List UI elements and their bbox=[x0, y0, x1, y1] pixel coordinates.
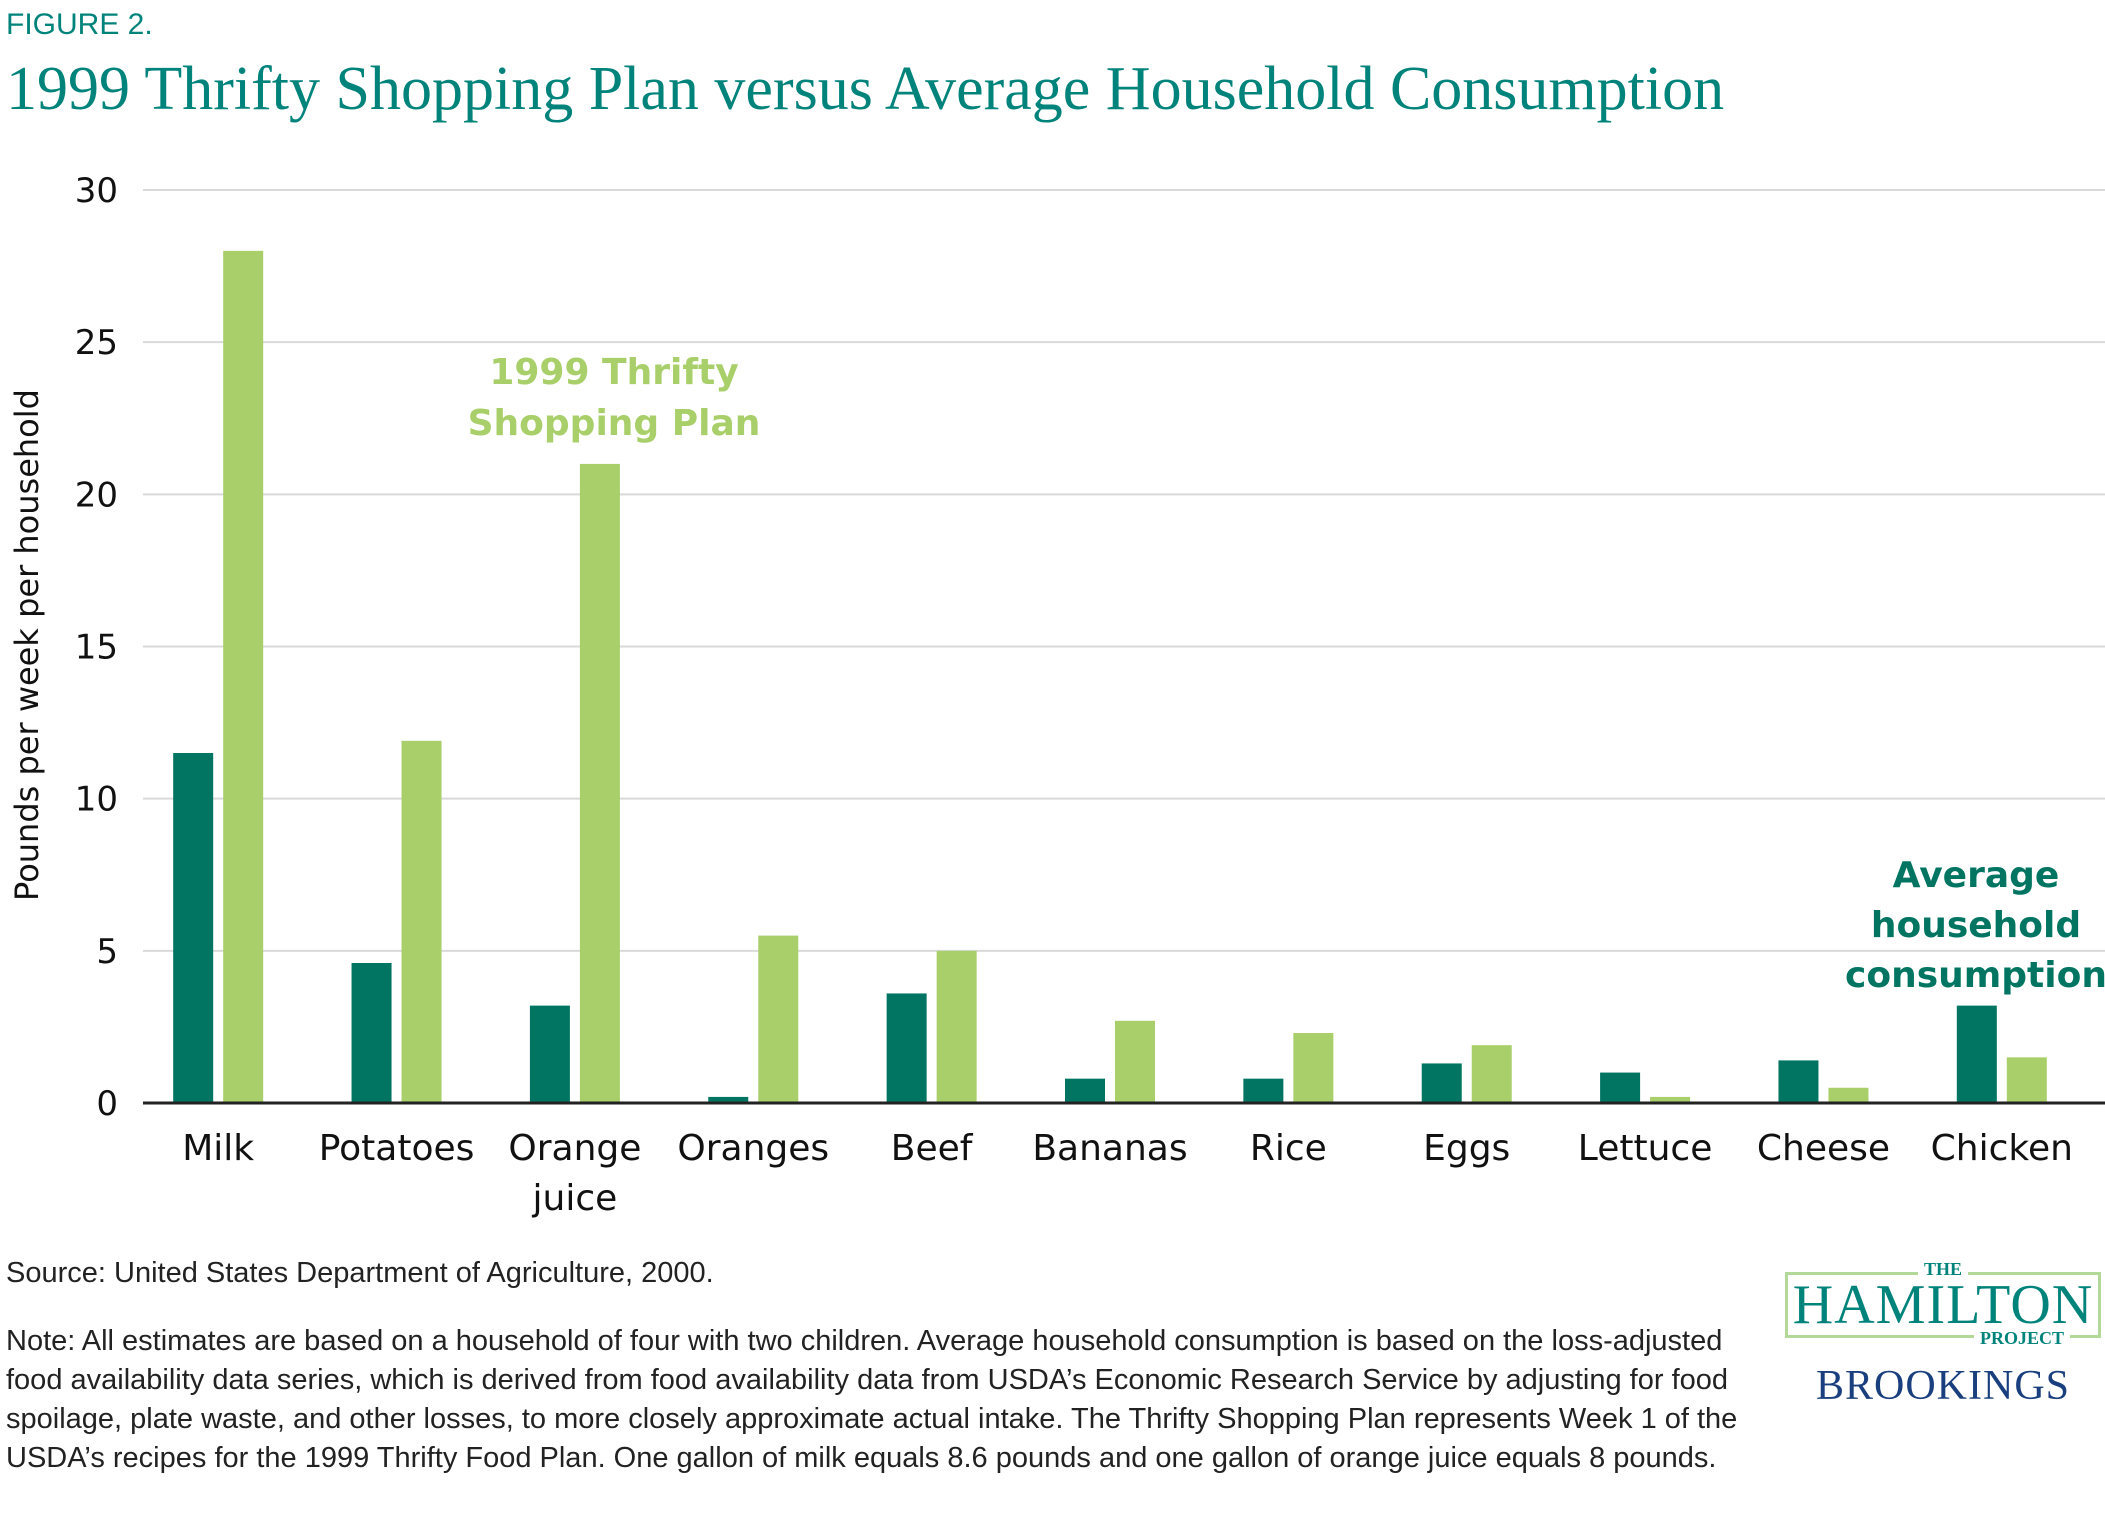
bar-average-household bbox=[1778, 1060, 1819, 1103]
bar-average-household bbox=[351, 963, 392, 1103]
x-tick-label: Oranges bbox=[677, 1128, 829, 1169]
source-note: Source: United States Department of Agri… bbox=[6, 1257, 714, 1289]
bar-average-household bbox=[708, 1096, 749, 1103]
bar-average-household bbox=[1243, 1078, 1284, 1103]
y-tick-label: 30 bbox=[75, 171, 118, 211]
x-tick-label: Potatoes bbox=[319, 1128, 475, 1169]
annotation-average-household: Average household consumption bbox=[1845, 855, 2105, 996]
logo-project: PROJECT bbox=[1973, 1328, 2070, 1349]
bar-thrifty-plan bbox=[1828, 1087, 1869, 1103]
logo-brookings: BROOKINGS bbox=[1815, 1363, 2071, 1409]
x-tick-label: Beef bbox=[891, 1128, 974, 1169]
bar-thrifty-plan bbox=[223, 250, 264, 1103]
y-axis-label: Pounds per week per household bbox=[8, 389, 46, 901]
series-annotations: 1999 Thrifty Shopping Plan Average househol… bbox=[468, 352, 2105, 996]
y-axis-ticks: 0 5 10 15 20 25 30 bbox=[75, 171, 118, 1124]
x-tick-label: Milk bbox=[182, 1128, 254, 1169]
x-tick-label: Rice bbox=[1250, 1128, 1327, 1169]
bar-thrifty-plan bbox=[401, 740, 442, 1103]
bar-average-household bbox=[1956, 1005, 1997, 1103]
bar-thrifty-plan bbox=[758, 935, 799, 1103]
x-tick-label: Lettuce bbox=[1578, 1128, 1713, 1169]
bar-thrifty-plan bbox=[2006, 1057, 2047, 1103]
bar-average-household bbox=[1065, 1078, 1105, 1103]
gridlines bbox=[143, 189, 2105, 952]
y-tick-label: 20 bbox=[75, 475, 118, 515]
y-tick-label: 10 bbox=[75, 780, 118, 820]
y-tick-label: 5 bbox=[96, 932, 118, 972]
x-tick-label: Chicken bbox=[1931, 1128, 2073, 1169]
x-tick-label: Bananas bbox=[1032, 1128, 1187, 1169]
bar-average-household bbox=[173, 753, 214, 1103]
bar-thrifty-plan bbox=[1115, 1020, 1155, 1103]
bar-average-household bbox=[886, 993, 927, 1103]
bar-chart: 0 5 10 15 20 25 30 Pounds per week per househo… bbox=[8, 171, 2105, 1219]
bar-average-household bbox=[1600, 1072, 1641, 1103]
y-tick-label: 15 bbox=[75, 628, 118, 668]
x-axis-labels: Milk Potatoes Orange juice Oranges Beef Banana… bbox=[182, 1128, 2073, 1219]
chart-title: 1999 Thrifty Shopping Plan versus Averag… bbox=[6, 55, 1725, 123]
logo-hamilton: HAMILTON bbox=[1792, 1274, 2094, 1336]
bar-thrifty-plan bbox=[936, 950, 977, 1103]
figure-label: FIGURE 2. bbox=[6, 8, 153, 41]
bar-thrifty-plan bbox=[579, 463, 620, 1103]
x-tick-label: Orange juice bbox=[508, 1128, 641, 1219]
y-tick-label: 0 bbox=[96, 1084, 118, 1124]
hamilton-logo-box: THE HAMILTON PROJECT bbox=[1785, 1259, 2101, 1349]
footnote: Note: All estimates are based on a house… bbox=[6, 1325, 1738, 1474]
annotation-thrifty-plan: 1999 Thrifty Shopping Plan bbox=[468, 352, 761, 444]
logo-the: THE bbox=[1917, 1259, 1969, 1280]
hamilton-brookings-logo: THE HAMILTON PROJECT BROOKINGS bbox=[1785, 1258, 2101, 1410]
bar-thrifty-plan bbox=[1471, 1045, 1512, 1103]
y-tick-label: 25 bbox=[75, 323, 118, 363]
bar-average-household bbox=[1421, 1063, 1462, 1103]
x-tick-label: Cheese bbox=[1757, 1128, 1890, 1169]
bars bbox=[173, 250, 2047, 1103]
x-tick-label: Eggs bbox=[1423, 1128, 1510, 1169]
bar-average-household bbox=[529, 1005, 570, 1103]
bar-thrifty-plan bbox=[1650, 1096, 1691, 1103]
bar-thrifty-plan bbox=[1293, 1033, 1334, 1103]
